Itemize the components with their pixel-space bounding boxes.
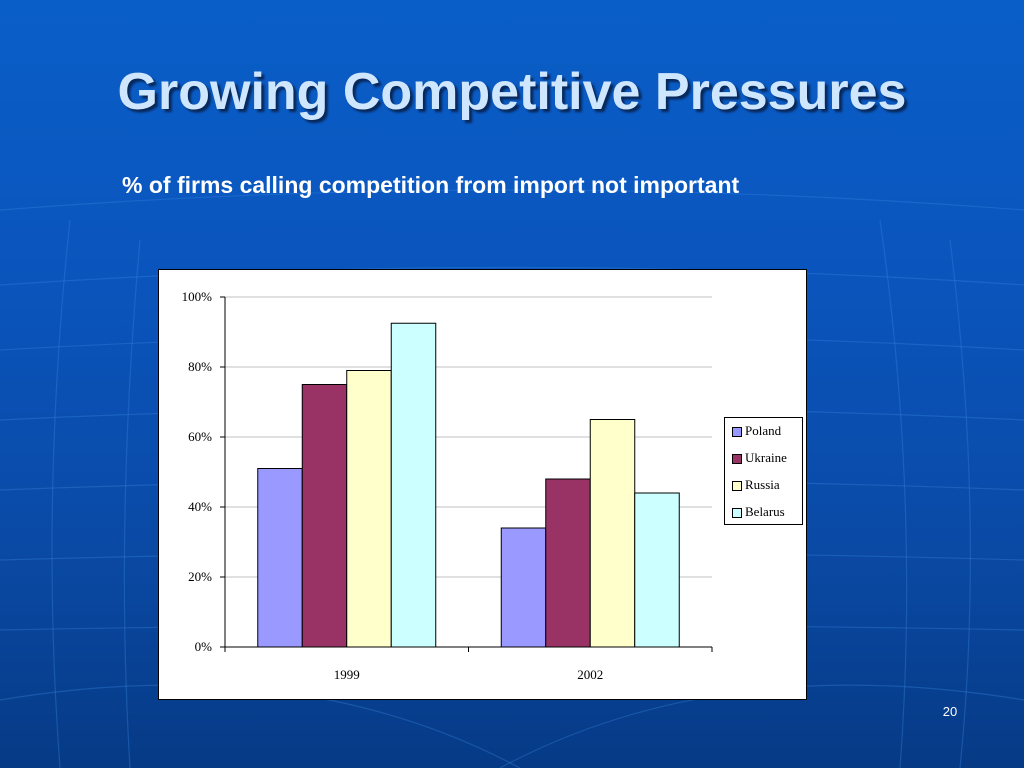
legend-item-russia: Russia	[725, 477, 802, 504]
legend-swatch	[732, 481, 742, 491]
bar-chart: 0% 20% 40% 60% 80% 100% 1999 2002	[182, 289, 713, 682]
legend-label: Belarus	[745, 504, 785, 519]
slide-title: Growing Competitive Pressures	[117, 63, 907, 121]
x-tick-label: 2002	[577, 667, 603, 682]
bar-ukraine-2002	[545, 478, 591, 648]
chart-legend: Poland Ukraine Russia Belarus	[724, 417, 803, 525]
y-tick-label: 0%	[195, 639, 213, 654]
x-tick-label: 1999	[334, 667, 360, 682]
bar-ukraine-1999	[301, 384, 348, 648]
y-tick-label: 100%	[182, 289, 213, 304]
legend-swatch	[732, 427, 742, 437]
legend-item-belarus: Belarus	[725, 504, 802, 531]
bar-russia-2002	[589, 419, 636, 648]
legend-item-ukraine: Ukraine	[725, 450, 802, 477]
bar-russia-1999	[346, 370, 392, 648]
legend-label: Russia	[745, 477, 780, 492]
bar-poland-1999	[257, 468, 303, 648]
chart-subtitle: % of firms calling competition from impo…	[122, 172, 740, 198]
y-tick-label: 20%	[188, 569, 212, 584]
legend-swatch	[732, 454, 742, 464]
y-tick-label: 60%	[188, 429, 212, 444]
page-number: 20	[942, 704, 958, 719]
bar-poland-2002	[500, 527, 547, 648]
bar-belarus-2002	[634, 492, 680, 648]
chart-panel: 0% 20% 40% 60% 80% 100% 1999 2002 Poland Ukraine…	[158, 269, 807, 700]
y-tick-label: 40%	[188, 499, 212, 514]
legend-swatch	[732, 508, 742, 518]
legend-label: Poland	[745, 423, 782, 438]
legend-label: Ukraine	[745, 450, 787, 465]
bar-belarus-1999	[390, 322, 437, 648]
legend-item-poland: Poland	[725, 423, 802, 450]
y-tick-label: 80%	[188, 359, 212, 374]
